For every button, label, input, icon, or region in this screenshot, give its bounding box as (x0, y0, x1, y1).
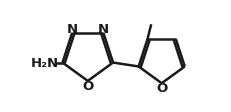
Text: O: O (156, 81, 167, 94)
Text: N: N (98, 23, 109, 36)
Text: H₂N: H₂N (31, 57, 59, 69)
Text: O: O (82, 79, 93, 92)
Text: N: N (67, 23, 78, 36)
